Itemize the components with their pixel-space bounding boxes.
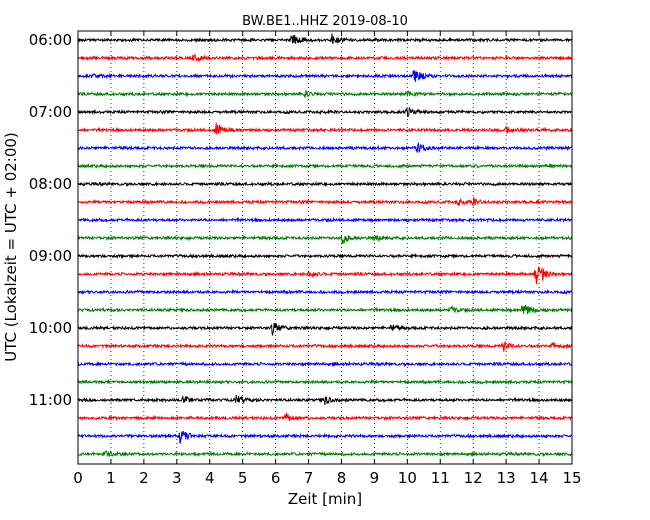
x-tick-label-7: 7 bbox=[304, 469, 314, 487]
trace-0900 bbox=[77, 252, 573, 260]
x-tick-label-10: 10 bbox=[398, 469, 417, 487]
trace-0645 bbox=[77, 90, 573, 98]
x-tick-label-11: 11 bbox=[431, 469, 450, 487]
trace-0730 bbox=[77, 142, 573, 153]
trace-1045 bbox=[77, 378, 573, 386]
trace-0915 bbox=[77, 266, 573, 285]
x-tick-label-15: 15 bbox=[562, 469, 581, 487]
x-tick-label-14: 14 bbox=[530, 469, 549, 487]
y-tick-label-11:00: 11:00 bbox=[29, 391, 72, 409]
trace-0600 bbox=[77, 33, 573, 45]
x-tick-label-4: 4 bbox=[205, 469, 215, 487]
trace-0830 bbox=[77, 216, 573, 224]
x-tick-label-3: 3 bbox=[172, 469, 182, 487]
x-tick-label-1: 1 bbox=[106, 469, 116, 487]
y-tick-label-09:00: 09:00 bbox=[29, 247, 72, 265]
trace-0700 bbox=[77, 106, 573, 118]
trace-0845 bbox=[77, 234, 573, 244]
trace-1115 bbox=[77, 412, 573, 422]
x-tick-label-13: 13 bbox=[497, 469, 516, 487]
x-tick-label-6: 6 bbox=[271, 469, 281, 487]
x-tick-label-12: 12 bbox=[464, 469, 483, 487]
trace-1000 bbox=[77, 322, 573, 337]
trace-1030 bbox=[77, 360, 573, 368]
plot-frame bbox=[77, 30, 573, 465]
trace-0615 bbox=[77, 53, 573, 63]
axis-ticks: 0 1 2 3 4 5 6 7 8 9 10 11 12 13 14 1506:0007:0008:0009:… bbox=[29, 31, 582, 487]
trace-0715 bbox=[77, 122, 573, 135]
trace-0815 bbox=[77, 196, 573, 207]
y-tick-label-06:00: 06:00 bbox=[29, 31, 72, 49]
trace-0930 bbox=[77, 288, 573, 296]
y-tick-label-08:00: 08:00 bbox=[29, 175, 72, 193]
x-axis-label: Zeit [min] bbox=[288, 490, 362, 508]
trace-1100 bbox=[77, 394, 573, 405]
y-axis-label: UTC (Lokalzeit = UTC + 02:00) bbox=[2, 132, 20, 362]
y-tick-label-07:00: 07:00 bbox=[29, 103, 72, 121]
trace-0945 bbox=[77, 304, 573, 315]
trace-1145 bbox=[77, 450, 573, 458]
y-tick-label-10:00: 10:00 bbox=[29, 319, 72, 337]
trace-1130 bbox=[77, 430, 573, 445]
x-tick-label-5: 5 bbox=[238, 469, 248, 487]
x-tick-label-8: 8 bbox=[337, 469, 347, 487]
trace-1015 bbox=[77, 341, 573, 353]
trace-0745 bbox=[77, 162, 573, 170]
trace-0800 bbox=[77, 180, 573, 188]
grid-lines bbox=[110, 31, 540, 464]
x-tick-label-9: 9 bbox=[370, 469, 380, 487]
trace-0630 bbox=[77, 70, 573, 83]
x-tick-label-0: 0 bbox=[73, 469, 83, 487]
x-tick-label-2: 2 bbox=[139, 469, 149, 487]
chart-title: BW.BE1..HHZ 2019-08-10 bbox=[242, 14, 408, 29]
traces-group bbox=[77, 33, 573, 458]
